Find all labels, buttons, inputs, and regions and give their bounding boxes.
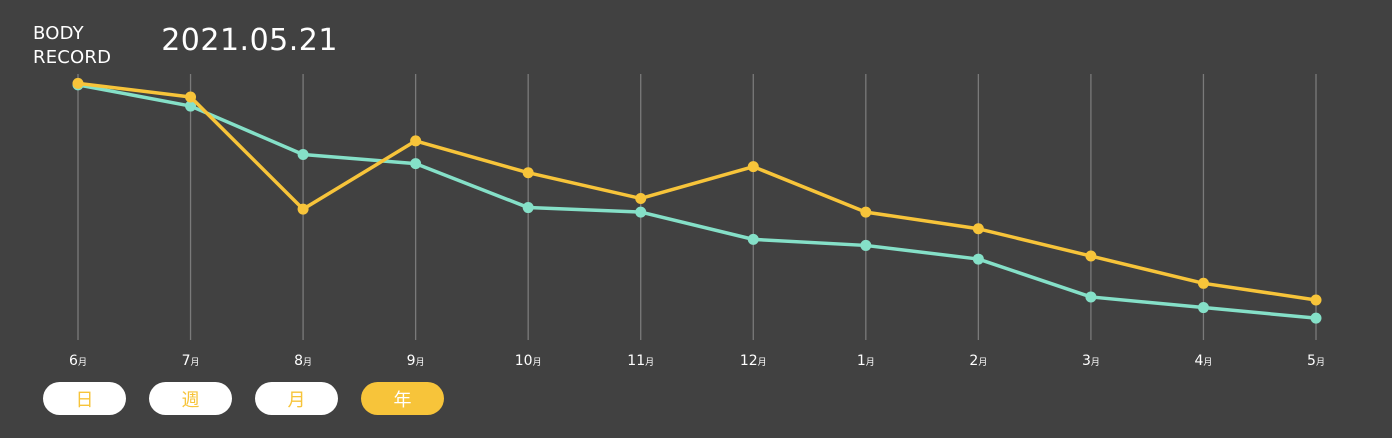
period-day-button[interactable]: 日 xyxy=(43,382,126,415)
period-year-label: 年 xyxy=(393,389,412,411)
teal-series-line xyxy=(77,83,1317,320)
chart-date: 2021.05.21 xyxy=(161,23,338,58)
yellow-series-point-10 xyxy=(522,167,534,179)
teal-series-point-7 xyxy=(185,100,197,112)
x-tick-label-9: 9月 xyxy=(407,353,425,369)
teal-series-point-1 xyxy=(860,239,872,251)
yellow-series-point-7 xyxy=(185,91,197,103)
teal-series-point-3 xyxy=(1085,291,1097,303)
chart-title: BODY RECORD xyxy=(33,22,111,70)
yellow-series-point-1 xyxy=(860,206,872,218)
yellow-series-point-6 xyxy=(72,77,84,89)
x-tick-label-3: 3月 xyxy=(1082,353,1100,369)
yellow-series-line xyxy=(77,81,1317,302)
period-selector: 日 週 月 年 xyxy=(43,382,444,415)
period-week-label: 週 xyxy=(181,389,200,411)
yellow-series-point-12 xyxy=(747,161,759,173)
title-line-2: RECORD xyxy=(33,47,112,68)
period-day-label: 日 xyxy=(75,389,94,411)
x-tick-label-7: 7月 xyxy=(182,353,200,369)
teal-series-point-5 xyxy=(1310,312,1322,324)
x-tick-label-11: 11月 xyxy=(627,353,654,369)
chart-series xyxy=(72,77,1322,324)
chart-header: BODY RECORD 2021.05.21 xyxy=(33,22,338,70)
teal-series-point-11 xyxy=(635,206,647,218)
teal-series-point-9 xyxy=(410,158,422,170)
x-tick-label-8: 8月 xyxy=(294,353,312,369)
period-month-button[interactable]: 月 xyxy=(255,382,338,415)
period-year-button[interactable]: 年 xyxy=(361,382,444,415)
teal-series-point-12 xyxy=(747,233,759,245)
yellow-series-point-11 xyxy=(635,192,647,204)
x-tick-label-2: 2月 xyxy=(969,353,987,369)
yellow-series-point-9 xyxy=(410,135,422,147)
x-tick-label-4: 4月 xyxy=(1194,353,1212,369)
teal-series-point-10 xyxy=(522,202,534,214)
yellow-series-point-2 xyxy=(972,223,984,235)
yellow-series-point-5 xyxy=(1310,294,1322,306)
x-tick-label-6: 6月 xyxy=(69,353,87,369)
yellow-series-point-4 xyxy=(1197,277,1209,289)
x-tick-label-10: 10月 xyxy=(515,353,542,369)
yellow-series xyxy=(72,77,1322,306)
teal-series-point-8 xyxy=(297,149,309,161)
teal-series-point-2 xyxy=(972,253,984,265)
yellow-series-point-8 xyxy=(297,203,309,215)
title-line-1: BODY xyxy=(33,23,84,44)
teal-series-point-4 xyxy=(1197,302,1209,314)
chart-x-tick-labels: 6月 7月 8月 9月 10月 11月 12月 1月 2月 3月 4月 5月 xyxy=(69,353,1325,369)
period-week-button[interactable]: 週 xyxy=(149,382,232,415)
x-tick-label-12: 12月 xyxy=(740,353,767,369)
period-month-label: 月 xyxy=(287,389,306,411)
x-tick-label-1: 1月 xyxy=(857,353,875,369)
x-tick-label-5: 5月 xyxy=(1307,353,1325,369)
teal-series xyxy=(72,79,1322,324)
yellow-series-point-3 xyxy=(1085,250,1097,262)
